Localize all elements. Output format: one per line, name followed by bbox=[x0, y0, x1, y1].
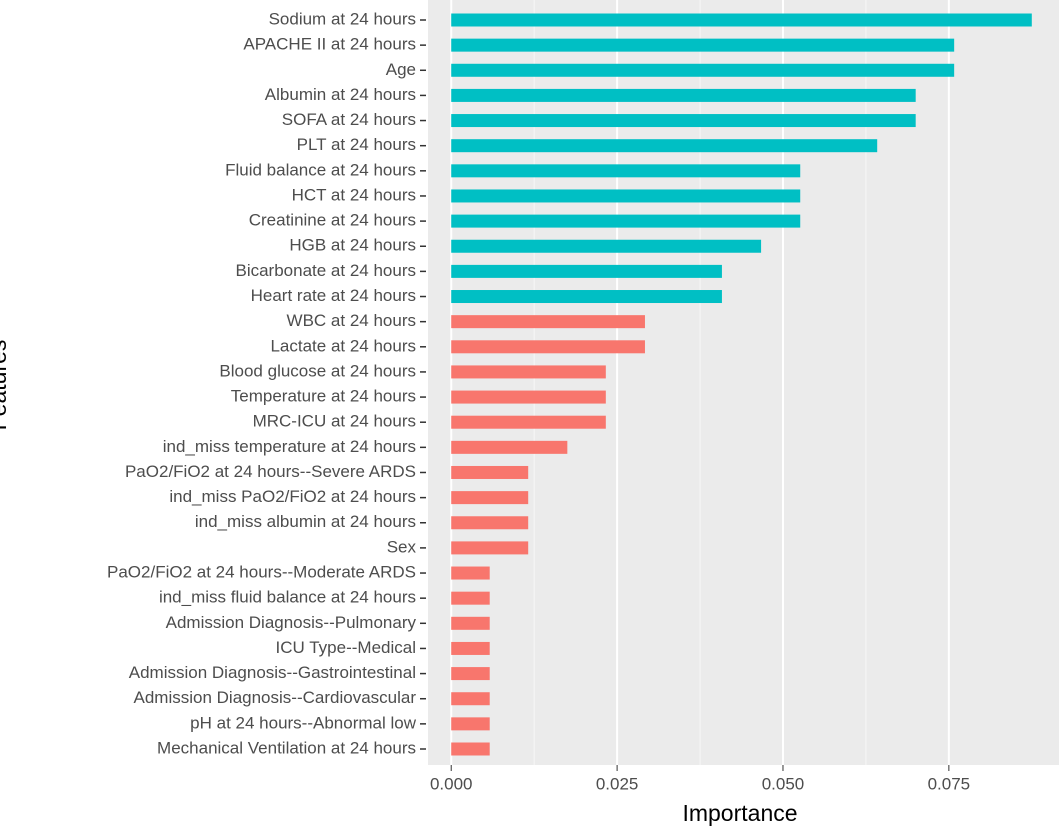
y-tick-label: ICU Type--Medical bbox=[276, 638, 416, 657]
bar bbox=[451, 390, 606, 404]
bar bbox=[451, 566, 490, 580]
bar bbox=[451, 63, 955, 77]
bar bbox=[451, 667, 490, 681]
y-tick-label: HCT at 24 hours bbox=[292, 185, 416, 204]
y-tick-label: Sodium at 24 hours bbox=[269, 9, 416, 28]
y-tick-label: pH at 24 hours--Abnormal low bbox=[190, 713, 417, 732]
y-axis-title: Features bbox=[0, 340, 11, 431]
bar bbox=[451, 465, 529, 479]
bar bbox=[451, 440, 568, 454]
y-tick-label: Albumin at 24 hours bbox=[265, 85, 416, 104]
y-tick-label: MRC-ICU at 24 hours bbox=[253, 412, 416, 431]
y-tick-label: APACHE II at 24 hours bbox=[243, 35, 416, 54]
y-tick-label: Fluid balance at 24 hours bbox=[225, 160, 416, 179]
bar bbox=[451, 239, 762, 253]
x-tick-label: 0.075 bbox=[928, 774, 971, 793]
x-tick-label: 0.025 bbox=[596, 774, 639, 793]
panel bbox=[428, 0, 1059, 765]
bar bbox=[451, 340, 645, 354]
bar bbox=[451, 641, 490, 655]
y-tick-label: ind_miss temperature at 24 hours bbox=[163, 437, 416, 456]
y-tick-label: Age bbox=[386, 60, 416, 79]
bar bbox=[451, 692, 490, 706]
bar bbox=[451, 290, 722, 304]
bar bbox=[451, 114, 916, 128]
bar bbox=[451, 616, 490, 630]
y-tick-label: Lactate at 24 hours bbox=[270, 336, 416, 355]
y-tick-label: Temperature at 24 hours bbox=[231, 387, 416, 406]
bar bbox=[451, 315, 645, 329]
y-tick-label: PLT at 24 hours bbox=[297, 135, 416, 154]
x-axis-title: Importance bbox=[682, 800, 797, 826]
bar bbox=[451, 13, 1032, 27]
y-tick-label: ind_miss fluid balance at 24 hours bbox=[159, 588, 416, 607]
bar bbox=[451, 189, 801, 203]
y-tick-label: Creatinine at 24 hours bbox=[249, 211, 416, 230]
y-tick-label: HGB at 24 hours bbox=[289, 236, 416, 255]
bar bbox=[451, 38, 955, 52]
y-tick-label: Bicarbonate at 24 hours bbox=[235, 261, 416, 280]
x-tick-label: 0.000 bbox=[430, 774, 473, 793]
x-tick-label: 0.050 bbox=[762, 774, 805, 793]
bar bbox=[451, 214, 801, 228]
y-tick-label: Heart rate at 24 hours bbox=[251, 286, 416, 305]
y-tick-label: PaO2/FiO2 at 24 hours--Moderate ARDS bbox=[107, 563, 416, 582]
y-tick-label: SOFA at 24 hours bbox=[282, 110, 416, 129]
y-tick-label: WBC at 24 hours bbox=[287, 311, 416, 330]
y-tick-label: PaO2/FiO2 at 24 hours--Severe ARDS bbox=[125, 462, 416, 481]
y-tick-label: Admission Diagnosis--Pulmonary bbox=[166, 613, 417, 632]
bar bbox=[451, 139, 878, 153]
y-tick-label: Sex bbox=[387, 537, 417, 556]
bar bbox=[451, 415, 606, 429]
bar bbox=[451, 541, 529, 555]
bar bbox=[451, 164, 801, 178]
y-tick-label: ind_miss albumin at 24 hours bbox=[195, 512, 416, 531]
bar bbox=[451, 88, 916, 102]
bar bbox=[451, 365, 606, 379]
y-tick-label: ind_miss PaO2/FiO2 at 24 hours bbox=[169, 487, 416, 506]
bar bbox=[451, 264, 722, 278]
bar bbox=[451, 491, 529, 505]
bar bbox=[451, 591, 490, 605]
y-tick-label: Admission Diagnosis--Cardiovascular bbox=[134, 688, 417, 707]
bar bbox=[451, 516, 529, 530]
bar bbox=[451, 742, 490, 756]
y-tick-label: Blood glucose at 24 hours bbox=[219, 361, 416, 380]
y-tick-label: Mechanical Ventilation at 24 hours bbox=[157, 738, 416, 757]
y-tick-label: Admission Diagnosis--Gastrointestinal bbox=[129, 663, 416, 682]
bar bbox=[451, 717, 490, 731]
